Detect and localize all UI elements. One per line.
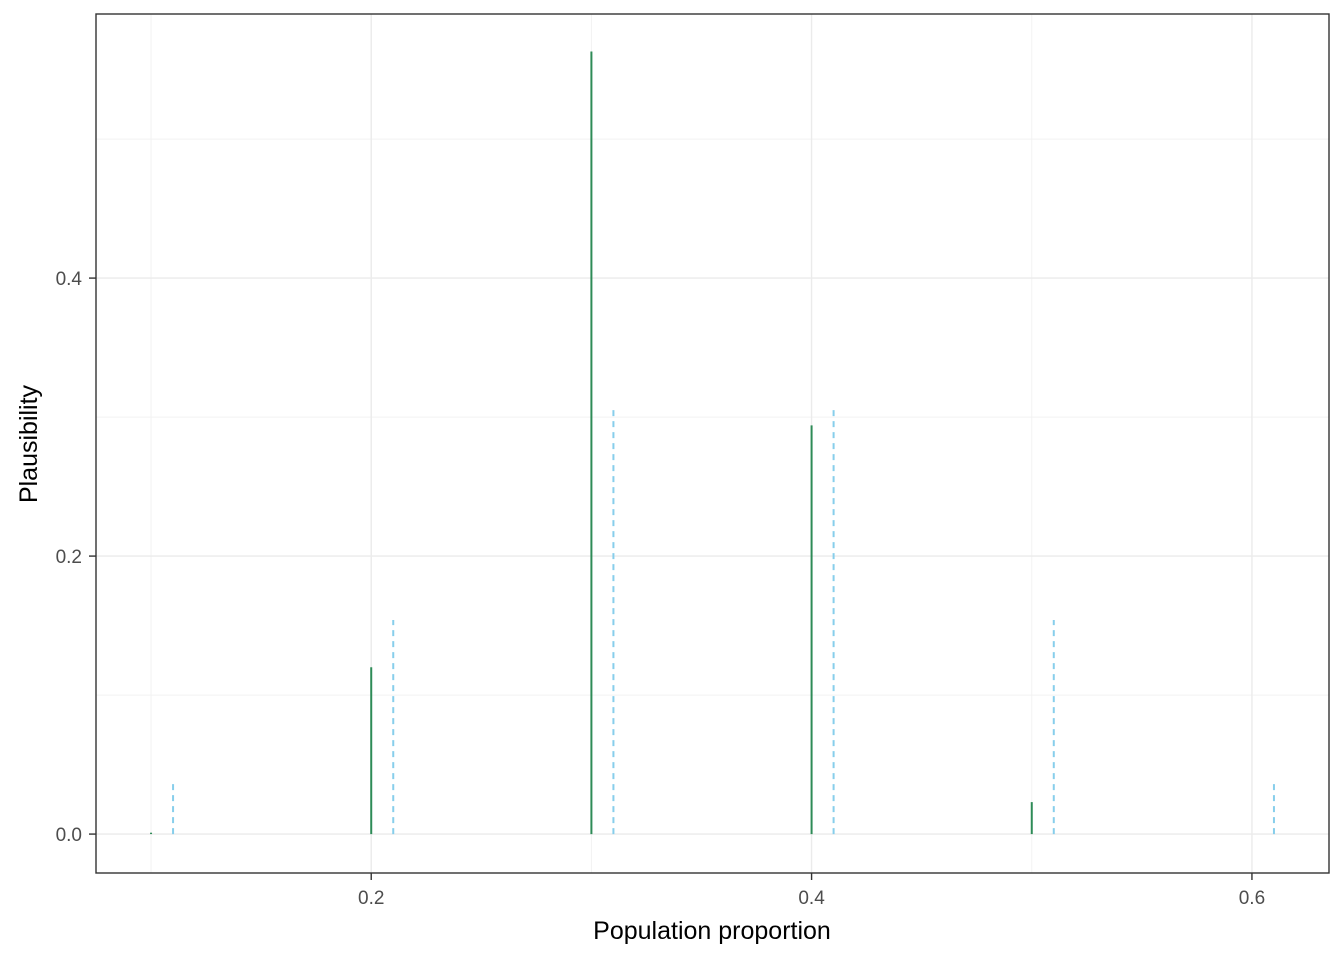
plot-panel-border: [95, 13, 1330, 874]
y-tick-label: 0.2: [56, 547, 82, 568]
axis-ticks: 0.2 0.4 0.6 0.0 0.2 0.4: [56, 269, 1266, 909]
y-tick-label: 0.4: [56, 269, 83, 290]
x-tick-label: 0.2: [358, 888, 384, 909]
plot-background: [96, 14, 1329, 873]
x-tick-label: 0.6: [1239, 888, 1265, 909]
chart-marks: [150, 51, 1275, 835]
x-tick-label: 0.4: [798, 888, 825, 909]
y-tick-label: 0.0: [56, 825, 82, 846]
x-axis-title: Population proportion: [593, 917, 831, 945]
y-axis-title: Plausibility: [15, 384, 43, 503]
grid: [96, 14, 1329, 873]
